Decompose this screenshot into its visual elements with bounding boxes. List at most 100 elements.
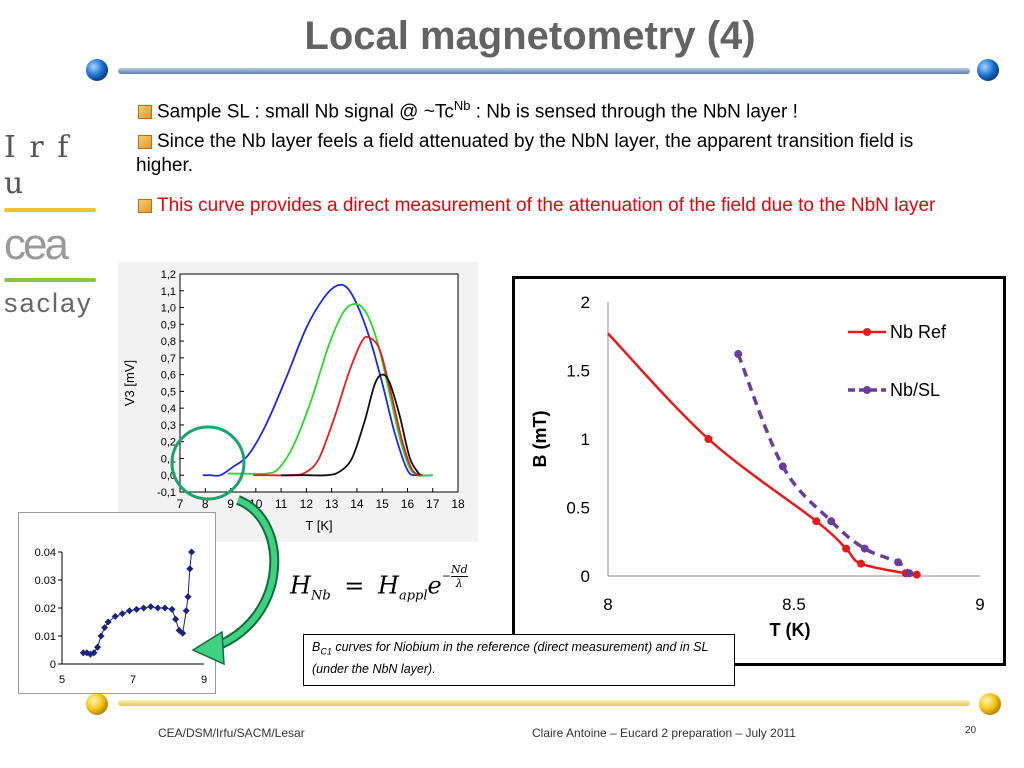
data-point [161, 604, 169, 612]
bullet-icon [138, 198, 152, 213]
data-point [704, 435, 713, 443]
y-tick-label: 2 [581, 293, 590, 312]
legend-label: Nb Ref [890, 322, 947, 342]
data-point [860, 544, 869, 553]
y-tick-label: 0.03 [35, 575, 56, 587]
bottom-bar [118, 700, 970, 706]
y-tick-label: 1,0 [161, 303, 176, 315]
y-tick-label: 0,8 [161, 336, 176, 348]
y-tick-label: 0.01 [35, 631, 56, 643]
data-point [182, 607, 190, 615]
attenuation-formula: HNb = Happle− Nd λ [290, 563, 468, 604]
data-point [154, 604, 162, 612]
y-tick-label: 1,2 [161, 269, 176, 281]
data-point [812, 517, 821, 526]
logo-cea: cea [4, 220, 69, 269]
bullet-3: This curve provides a direct measurement… [136, 194, 956, 218]
x-tick-label: 12 [300, 497, 314, 511]
top-bar [118, 68, 970, 74]
page-number: 20 [965, 725, 977, 736]
data-point [778, 462, 787, 471]
x-tick-label: 13 [325, 497, 339, 511]
x-tick-label: 8 [603, 595, 612, 614]
y-tick-label: 1.5 [566, 362, 590, 381]
x-tick-label: 7 [130, 674, 136, 686]
y-tick-label: 0.5 [566, 499, 590, 518]
data-point [140, 604, 148, 612]
logo-irfu: I r f u [4, 130, 71, 201]
x-tick-label: 11 [275, 497, 288, 511]
footer-center: Claire Antoine – Eucard 2 preparation – … [532, 726, 796, 740]
x-tick-label: 9 [201, 674, 207, 686]
data-point [905, 569, 914, 578]
bc1-temperature-chart: 0 0.5 1 1.5 2 8 8.5 9 B (mT) T (K) Nb Ref Nb/SL [512, 276, 1006, 666]
x-tick-label: 8.5 [782, 595, 806, 614]
data-point [734, 350, 743, 359]
logo-divider [4, 208, 96, 212]
legend-marker [863, 328, 871, 336]
chart-caption: BC1 curves for Niobium in the reference … [303, 634, 735, 686]
bullet-icon [138, 134, 152, 149]
data-point [912, 570, 921, 579]
y-tick-label: 0,2 [161, 437, 176, 449]
y-tick-label: 0,9 [161, 319, 176, 331]
y-tick-label: 1 [581, 430, 590, 449]
footer-left: CEA/DSM/Irfu/SACM/Lesar [158, 726, 305, 740]
slide-title: Local magnetometry (4) [304, 14, 756, 58]
x-tick-label: 18 [451, 497, 465, 511]
series-line-1 [228, 303, 433, 477]
y-tick-label: 0,7 [161, 353, 176, 365]
bullet-icon [138, 105, 152, 120]
x-axis-label: T [K] [305, 518, 332, 533]
data-point [894, 558, 903, 567]
x-tick-label: 7 [177, 497, 184, 511]
v3-temperature-chart: 7 8 9 10 11 12 13 14 15 16 17 18 -0,1 0,0 0,1 0,2 0,3 0,4… [118, 262, 478, 542]
x-tick-label: 10 [249, 497, 263, 511]
x-tick-label: 9 [227, 497, 234, 511]
x-tick-label: 14 [350, 497, 364, 511]
data-point [842, 544, 851, 553]
y-tick-label: 0,0 [161, 470, 176, 482]
y-tick-label: 0.02 [35, 603, 56, 615]
bullet-2: Since the Nb layer feels a field attenua… [136, 131, 914, 176]
top-left-ball [86, 59, 108, 81]
legend-marker [863, 386, 871, 394]
x-tick-label: 17 [426, 497, 440, 511]
x-tick-label: 5 [59, 674, 65, 686]
data-point [827, 517, 836, 526]
bullet-1: Sample SL : small Nb signal @ ~TcNb : Nb… [138, 94, 988, 124]
data-point [179, 629, 187, 637]
chart3-frame [512, 276, 1006, 666]
top-right-ball [977, 59, 999, 81]
irfu-cea-saclay-logo: I r f u cea saclay [4, 130, 96, 318]
y-tick-label: 0 [581, 567, 590, 586]
inset-scatter-chart: 0 0.01 0.02 0.03 0.04 5 7 9 [18, 512, 216, 694]
data-point [184, 593, 192, 601]
x-tick-label: 15 [376, 497, 390, 511]
x-tick-label: 9 [975, 595, 984, 614]
data-point [188, 548, 196, 556]
y-tick-label: 0,3 [161, 420, 176, 432]
y-tick-label: 0,1 [161, 453, 176, 465]
y-tick-label: 0,6 [161, 370, 176, 382]
y-tick-label: 1,1 [161, 286, 176, 298]
bottom-right-ball [979, 693, 1001, 715]
y-tick-label: -0,1 [157, 487, 176, 499]
logo-saclay: saclay [4, 288, 93, 318]
y-axis-label: B (mT) [530, 411, 550, 468]
x-tick-label: 16 [401, 497, 415, 511]
data-point [97, 632, 105, 640]
y-tick-label: 0.04 [35, 547, 56, 559]
logo-divider-green [4, 278, 96, 282]
y-tick-label: 0 [50, 659, 56, 671]
x-axis-label: T (K) [770, 620, 811, 640]
x-tick-label: 8 [202, 497, 209, 511]
y-tick-label: 0,4 [161, 403, 176, 415]
bottom-left-ball [86, 693, 108, 715]
chart2-frame [18, 512, 216, 694]
data-point [186, 565, 194, 573]
data-point [172, 615, 180, 623]
series-line-3 [281, 373, 421, 477]
y-tick-label: 0,5 [161, 386, 176, 398]
